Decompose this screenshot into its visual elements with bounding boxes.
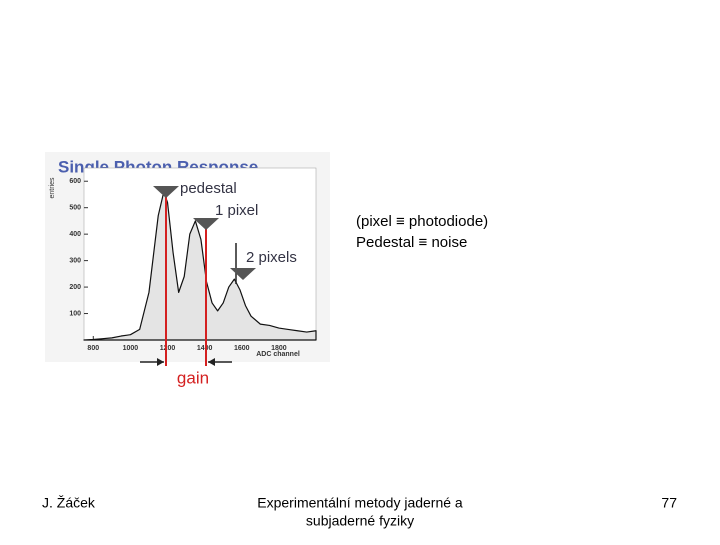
pedestal-marker	[153, 186, 179, 198]
pixels-marker	[230, 268, 256, 280]
gain-arrow-head	[157, 358, 164, 366]
plot: 100 200 300 400 500 600 800 1000 1200 1400 1600 180…	[69, 167, 317, 352]
page-number: 77	[661, 495, 677, 511]
annotation: pedestal	[180, 180, 237, 197]
annotation: 2 pixels	[246, 249, 297, 266]
footer-author: J. Žáček	[42, 495, 96, 511]
pixel-marker	[193, 218, 219, 230]
y-tick-label: 600	[69, 178, 81, 185]
x-tick-label: 1600	[234, 345, 250, 352]
x-tick-label: 1200	[160, 345, 176, 352]
annotation: 1 pixel	[215, 202, 258, 219]
x-tick-label: 1800	[271, 345, 287, 352]
x-tick-label: 1400	[197, 345, 213, 352]
note: Pedestal ≡ noise	[356, 234, 467, 251]
footer-course: Experimentální metody jaderné a	[257, 495, 463, 511]
y-tick-label: 400	[69, 231, 81, 238]
y-axis-label: entries	[49, 177, 56, 199]
note: (pixel ≡ photodiode)	[356, 213, 488, 230]
y-tick-label: 200	[69, 284, 81, 291]
y-tick-label: 500	[69, 205, 81, 212]
gain-arrow-head	[208, 358, 215, 366]
x-axis-label: ADC channel	[256, 351, 300, 358]
x-tick-label: 1000	[123, 345, 139, 352]
y-tick-label: 100	[69, 310, 81, 317]
x-tick-label: 800	[87, 345, 99, 352]
y-tick-label: 300	[69, 257, 81, 264]
gain-label: gain	[177, 368, 209, 387]
footer-course: subjaderné fyziky	[306, 513, 414, 529]
